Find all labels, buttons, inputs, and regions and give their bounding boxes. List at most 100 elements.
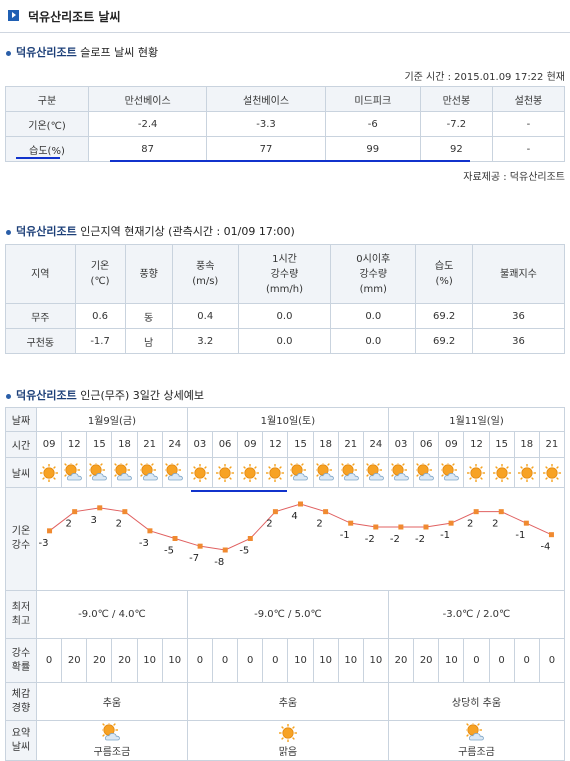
temperature-label: -8 bbox=[214, 557, 224, 568]
temperature-label: 2 bbox=[65, 519, 71, 530]
temperature-label: -1 bbox=[440, 530, 450, 541]
row-header: 요약 날씨 bbox=[5, 720, 37, 761]
row-header-line: 기온 bbox=[11, 526, 31, 537]
sunny-icon bbox=[216, 463, 235, 482]
table-cell: 87 bbox=[87, 136, 208, 162]
table-cell: 0.0 bbox=[237, 328, 332, 354]
weather-cell bbox=[262, 457, 289, 488]
pop-cell: 10 bbox=[438, 638, 465, 683]
time-cell: 15 bbox=[86, 431, 113, 458]
minmax-cell: -9.0℃ / 5.0℃ bbox=[186, 590, 389, 639]
row-header: 강수 확률 bbox=[5, 638, 37, 683]
partly-cloudy-icon bbox=[466, 723, 485, 741]
temperature-point bbox=[272, 509, 278, 515]
column-header-line: 풍향 bbox=[139, 268, 158, 280]
feel-cell: 상당히 추움 bbox=[387, 682, 566, 721]
column-header-line: 1시간 bbox=[272, 253, 297, 265]
page-title: 덕유산리조트 날씨 bbox=[28, 10, 121, 24]
row-header: 시간 bbox=[5, 431, 37, 458]
forecast-table: 날짜 1월9일(금) 1월10일(토) 1월11일(일) 시간 09 12 15 18 21 24 0… bbox=[5, 407, 566, 761]
partly-cloudy-icon bbox=[64, 462, 83, 480]
pop-cell: 20 bbox=[86, 638, 113, 683]
feel-cell: 추움 bbox=[186, 682, 389, 721]
column-header-line: (mm) bbox=[359, 283, 387, 295]
table-row: 날씨 bbox=[5, 457, 566, 488]
weather-cell bbox=[438, 457, 465, 488]
row-header-line: 강수 bbox=[11, 647, 31, 659]
time-cell: 12 bbox=[463, 431, 490, 458]
annotation-underline bbox=[16, 157, 60, 159]
pop-cell: 10 bbox=[337, 638, 364, 683]
pop-cell: 0 bbox=[237, 638, 264, 683]
temperature-point bbox=[97, 505, 103, 511]
time-cell: 18 bbox=[513, 431, 540, 458]
column-header-line: 지역 bbox=[31, 268, 50, 280]
table-cell: 0.0 bbox=[330, 328, 417, 354]
row-header-line: 최고 bbox=[11, 615, 31, 627]
divider bbox=[0, 32, 570, 33]
pop-cell: 20 bbox=[387, 638, 415, 683]
table-cell: 77 bbox=[206, 136, 326, 162]
pop-cell: 0 bbox=[186, 638, 213, 683]
weather-cell bbox=[463, 457, 490, 488]
temperature-label: -2 bbox=[415, 534, 425, 545]
time-cell: 12 bbox=[262, 431, 289, 458]
pop-cell: 0 bbox=[262, 638, 289, 683]
sunny-icon bbox=[40, 463, 59, 482]
temperature-point bbox=[548, 532, 554, 538]
weather-cell bbox=[111, 457, 138, 488]
sunny-icon bbox=[517, 463, 536, 482]
weather-cell bbox=[136, 457, 163, 488]
table-cell: 0.0 bbox=[237, 303, 332, 329]
table-cell: 남 bbox=[124, 328, 173, 354]
column-header: 불쾌지수 bbox=[471, 244, 566, 304]
page-header: 덕유산리조트 날씨 bbox=[0, 0, 570, 34]
table-cell: - bbox=[491, 136, 566, 162]
weather-cell bbox=[387, 457, 415, 488]
weather-cell bbox=[413, 457, 440, 488]
column-header-line: (%) bbox=[435, 276, 453, 287]
temperature-label: -3 bbox=[139, 538, 149, 549]
partly-cloudy-icon bbox=[315, 462, 334, 480]
column-header: 설천베이스 bbox=[206, 86, 326, 112]
play-icon bbox=[8, 10, 19, 21]
pop-cell: 10 bbox=[161, 638, 188, 683]
table-cell: 69.2 bbox=[415, 303, 473, 329]
temperature-label: -2 bbox=[365, 534, 375, 545]
partly-cloudy-icon bbox=[139, 462, 158, 480]
column-header: 지역 bbox=[5, 244, 76, 304]
column-header-line: (mm/h) bbox=[265, 283, 303, 295]
temperature-point bbox=[147, 528, 153, 534]
table-cell: 0.4 bbox=[171, 303, 239, 329]
pop-cell: 10 bbox=[312, 638, 339, 683]
bullet-icon bbox=[6, 393, 11, 399]
column-header: 설천봉 bbox=[491, 86, 566, 112]
day-header: 1월10일(토) bbox=[186, 407, 389, 432]
column-header-line: 기온 bbox=[90, 261, 110, 272]
temperature-point bbox=[323, 509, 329, 515]
temperature-point bbox=[197, 543, 203, 549]
weather-cell bbox=[513, 457, 540, 488]
table-row: 시간 09 12 15 18 21 24 03 06 09 12 15 18 21 24 03 06 09 12 15… bbox=[5, 431, 566, 458]
temperature-label: -2 bbox=[390, 534, 400, 545]
data-source: 자료제공 : 덕유산리조트 bbox=[463, 172, 565, 183]
column-header-line: 풍속 bbox=[196, 261, 215, 272]
table-row: 날짜 1월9일(금) 1월10일(토) 1월11일(일) bbox=[5, 407, 566, 432]
row-header: 구천동 bbox=[5, 328, 76, 354]
temperature-point bbox=[523, 520, 529, 526]
pop-cell: 0 bbox=[463, 638, 490, 683]
column-header: 1시간 강수량 (mm/h) bbox=[237, 244, 332, 304]
table-cell: 36 bbox=[471, 303, 566, 329]
table-cell: -3.3 bbox=[206, 111, 326, 137]
temperature-label: 3 bbox=[91, 515, 97, 526]
time-cell: 15 bbox=[287, 431, 314, 458]
day-header: 1월9일(금) bbox=[36, 407, 188, 432]
weather-cell bbox=[35, 457, 63, 488]
temperature-point bbox=[72, 509, 78, 515]
weather-cell bbox=[312, 457, 339, 488]
partly-cloudy-icon bbox=[89, 462, 108, 480]
temperature-point bbox=[247, 536, 253, 541]
table-row: 요약 날씨 구름조금 맑음 구름조금 bbox=[5, 720, 566, 761]
temperature-point bbox=[398, 524, 404, 530]
row-header-line: 체감 bbox=[11, 688, 31, 700]
